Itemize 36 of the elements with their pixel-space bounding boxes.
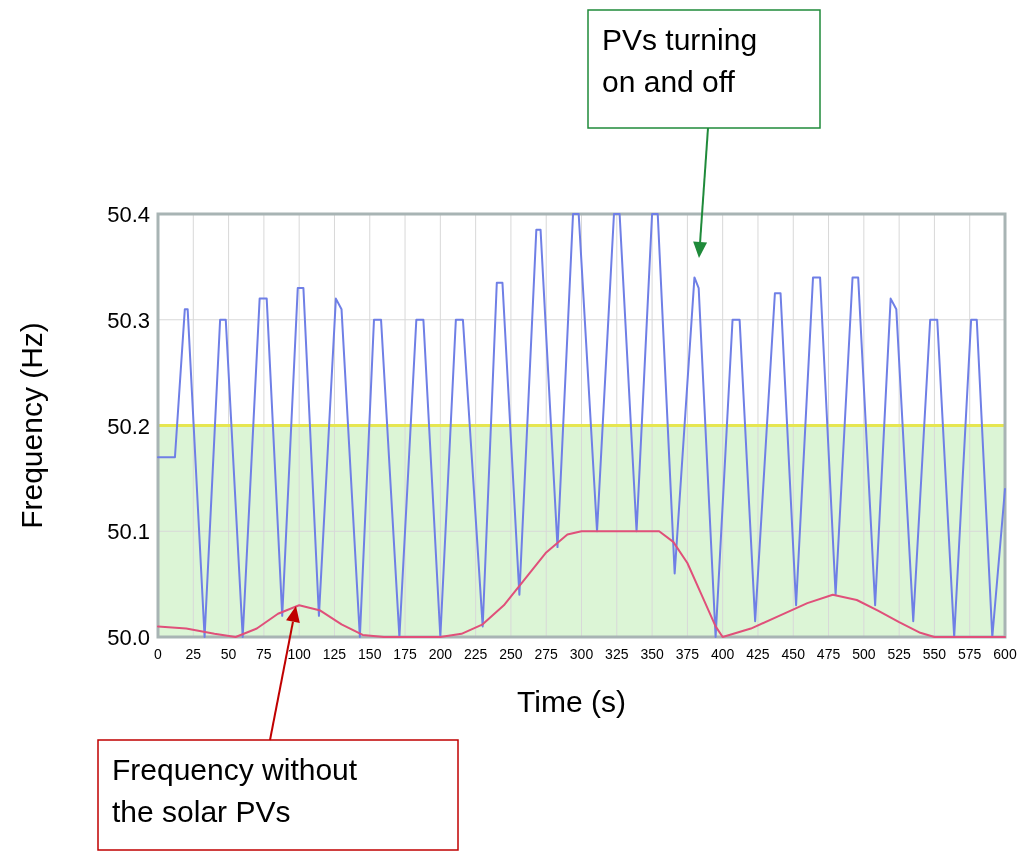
x-tick-label: 450: [781, 646, 806, 662]
x-tick-label: 325: [605, 646, 629, 662]
x-tick-label: 250: [499, 646, 523, 662]
x-tick-label: 175: [393, 646, 417, 662]
x-tick-label: 375: [675, 646, 700, 662]
x-axis-title: Time (s): [517, 685, 626, 718]
x-tick-label: 575: [958, 646, 982, 662]
x-tick-label: 100: [287, 646, 312, 662]
x-tick-label: 300: [569, 646, 594, 662]
x-tick-label: 600: [993, 646, 1017, 662]
x-tick-label: 25: [185, 646, 202, 662]
y-tick-label: 50.2: [107, 413, 150, 439]
y-tick-label: 50.1: [107, 519, 150, 545]
x-tick-label: 350: [640, 646, 664, 662]
text: Frequency without the solar PVs: [112, 753, 358, 828]
text: PVs turning on and off: [602, 23, 758, 98]
y-tick-label: 50.0: [107, 625, 150, 650]
line-series: [157, 213, 1006, 638]
x-tick-label: 425: [746, 646, 770, 662]
x-tick-label: 75: [256, 646, 272, 662]
y-tick-label: 50.4: [107, 202, 150, 227]
x-tick-label: 475: [816, 646, 841, 662]
x-tick-label: 550: [922, 646, 947, 662]
x-tick-label: 500: [852, 646, 876, 662]
y-axis-title: Frequency (Hz): [15, 322, 48, 529]
x-tick-label: 525: [887, 646, 912, 662]
line-series: [157, 530, 1006, 638]
x-tick-label: 50: [220, 646, 237, 662]
x-tick-label: 0: [154, 646, 163, 662]
x-tick-label: 400: [710, 646, 735, 662]
x-tick-label: 275: [534, 646, 559, 662]
x-tick-label: 150: [358, 646, 382, 662]
y-tick-label: 50.3: [107, 307, 150, 333]
x-tick-label: 200: [428, 646, 453, 662]
x-tick-label: 125: [322, 646, 347, 662]
x-tick-label: 225: [463, 646, 488, 662]
